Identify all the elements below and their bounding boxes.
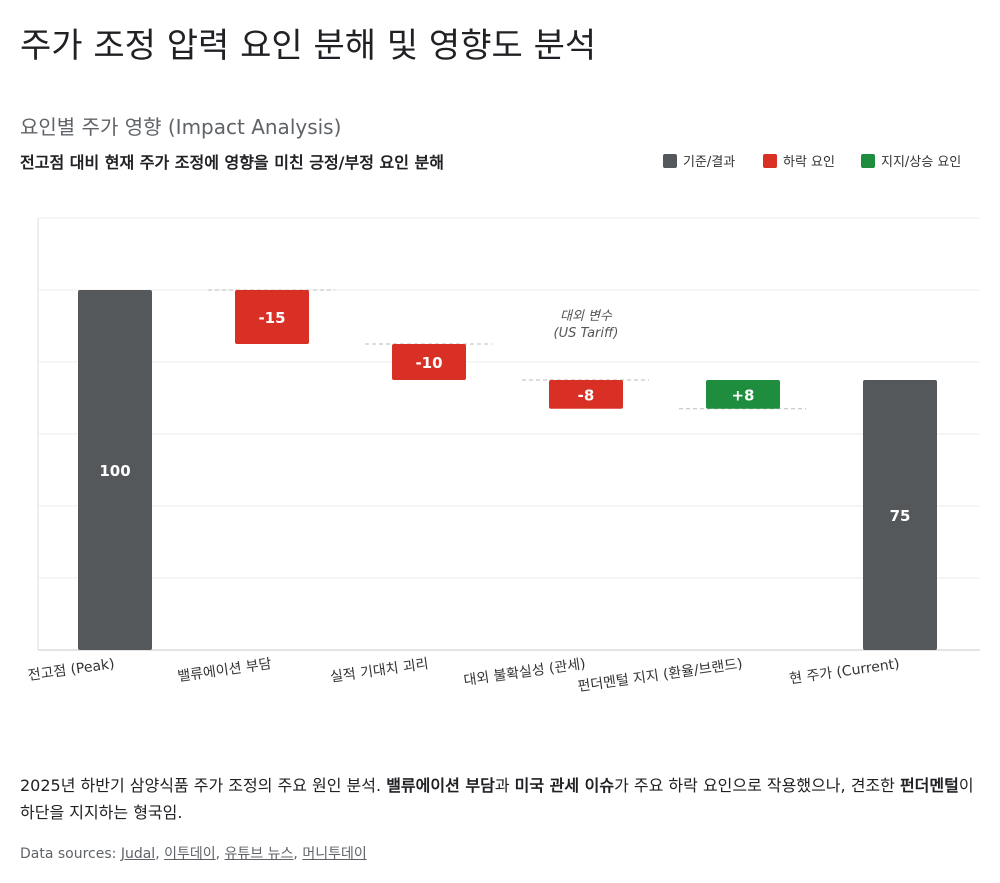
summary-text: 가 주요 하락 요인으로 작용했으나, 견조한 [614, 776, 900, 795]
summary-text: 펀더멘털 [899, 776, 959, 795]
sources: Data sources: Judal, 이투데이, 유튜브 뉴스, 머니투데이 [20, 843, 367, 863]
legend-label: 지지/상승 요인 [881, 155, 961, 170]
bar [235, 290, 309, 344]
source-separator: , [293, 846, 303, 862]
source-link[interactable]: 이투데이 [164, 846, 216, 862]
summary-text: 2025년 하반기 삼양식품 주가 조정의 주요 원인 분석. [20, 776, 387, 795]
x-tick-label: 펀더멘털 지지 (환율/브랜드) [577, 656, 744, 695]
annotation: (US Tariff) [554, 326, 619, 341]
legend-label: 하락 요인 [783, 155, 835, 170]
summary-text: 과 [494, 776, 515, 795]
x-tick-label: 대외 불확실성 (관세) [463, 656, 587, 689]
legend-label: 기준/결과 [683, 155, 735, 170]
summary-text: 이 하단을 지지하는 형국임. [20, 776, 974, 822]
summary-text: 밸류에이션 부담 [386, 776, 495, 795]
bar [78, 290, 152, 650]
source-separator: , [215, 846, 225, 862]
legend-swatch [861, 154, 875, 168]
data-label: +8 [731, 386, 754, 404]
bar [549, 380, 623, 409]
data-label: -8 [578, 386, 595, 404]
x-tick-label: 현 주가 (Current) [788, 656, 900, 687]
chart: 기준/결과 하락 요인 지지/상승 요인 100 전고점 (Peak) -15 밸류에이션 … [27, 154, 980, 695]
bar [863, 380, 937, 650]
annotation: 대외 변수 [560, 309, 613, 324]
source-link[interactable]: 유튜브 뉴스 [224, 846, 294, 862]
bar [706, 380, 780, 409]
data-label: 100 [99, 462, 130, 480]
x-tick-label: 실적 기대치 괴리 [329, 656, 429, 686]
bar [392, 344, 466, 380]
data-label: 75 [890, 507, 911, 525]
x-tick-label: 전고점 (Peak) [27, 656, 116, 684]
page-title: 주가 조정 압력 요인 분해 및 영향도 분석 [20, 26, 597, 66]
legend-swatch [763, 154, 777, 168]
x-tick-label: 밸류에이션 부담 [177, 656, 273, 685]
data-label: -10 [415, 354, 442, 372]
chart-subtitle: 전고점 대비 현재 주가 조정에 영향을 미친 긍정/부정 요인 분해 [20, 153, 444, 172]
source-link[interactable]: 머니투데이 [302, 846, 367, 862]
summary-text: 미국 관세 이슈 [514, 776, 615, 795]
source-separator: , [155, 846, 165, 862]
legend-swatch [663, 154, 677, 168]
section-title: 요인별 주가 영향 (Impact Analysis) [20, 115, 342, 139]
source-link[interactable]: Judal [120, 846, 156, 862]
data-label: -15 [258, 309, 285, 327]
summary: 2025년 하반기 삼양식품 주가 조정의 주요 원인 분석. 밸류에이션 부담… [20, 772, 980, 826]
sources-label: Data sources: [20, 846, 117, 862]
